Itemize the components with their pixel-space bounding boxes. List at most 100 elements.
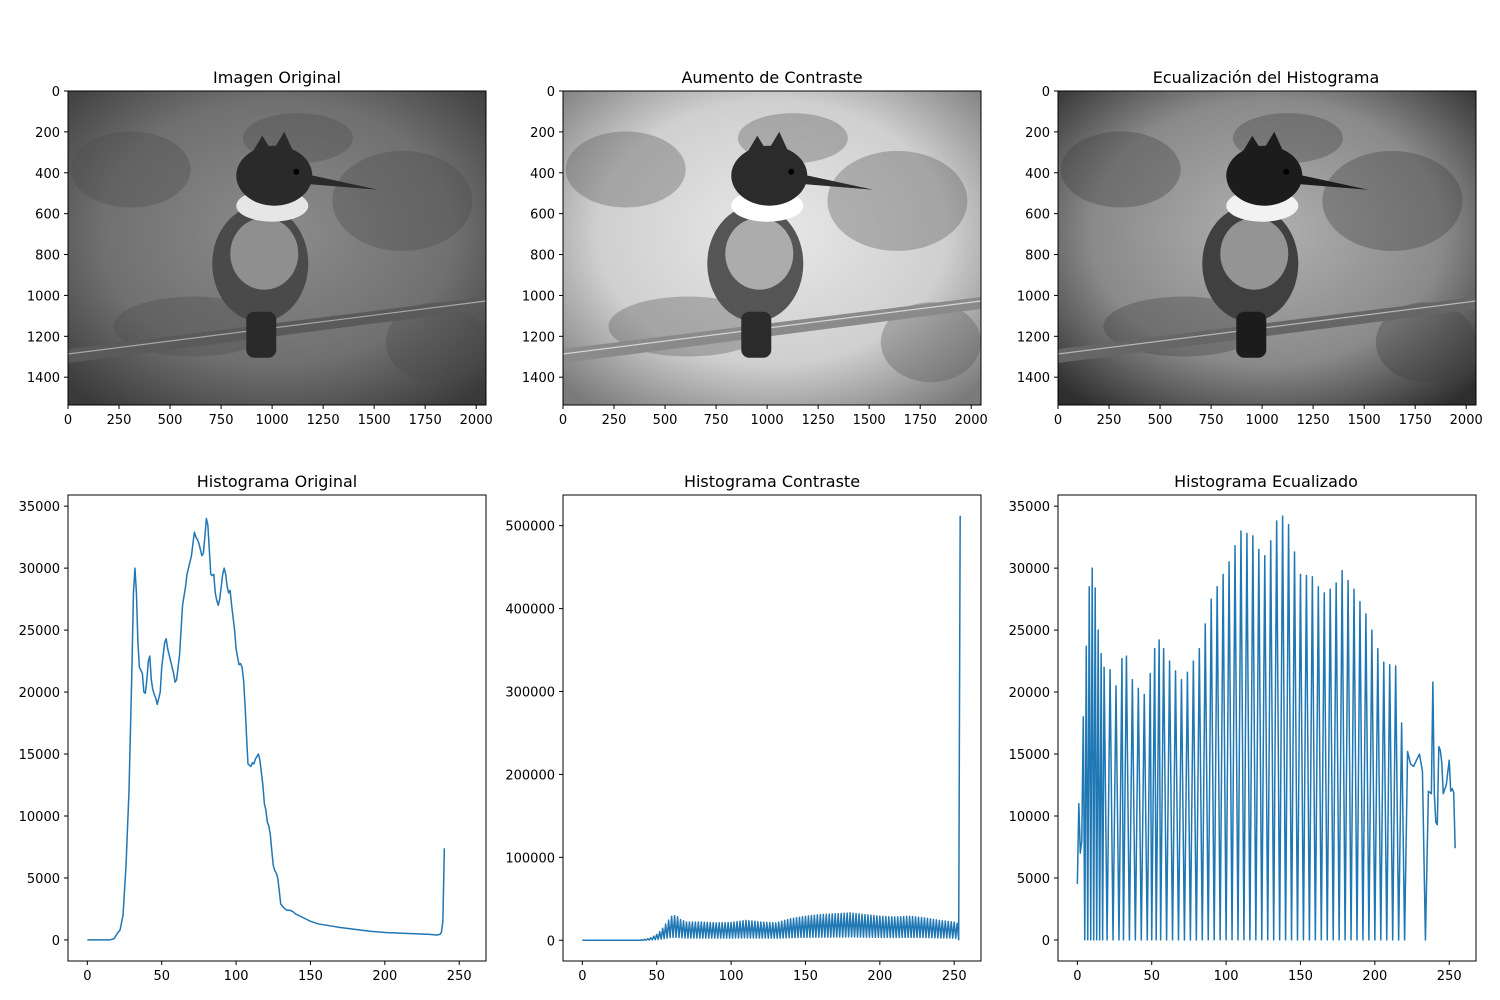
axes-frame <box>1057 90 1477 406</box>
y-tick-label: 800 <box>530 249 555 264</box>
x-tick-label: 250 <box>1097 413 1122 428</box>
background-blur <box>1060 131 1181 208</box>
y-tick-label: 600 <box>1025 208 1050 223</box>
bird-eye <box>293 168 300 175</box>
y-tick-label: 0 <box>52 934 60 949</box>
y-tick-label: 25000 <box>1009 624 1050 639</box>
x-tick-label: 1000 <box>1246 413 1279 428</box>
bird-photo <box>562 91 982 405</box>
x-tick-label: 1250 <box>1297 413 1330 428</box>
x-tick-label: 1000 <box>751 413 784 428</box>
plot-area <box>581 515 961 942</box>
background-blur <box>880 302 981 383</box>
histogram-panel-equalized: Histograma Ecualizado 0 50 100 150 200 250 0 50… <box>1009 472 1477 984</box>
y-tick-label: 5000 <box>27 872 60 887</box>
bird-tail <box>741 311 772 358</box>
axes-frame <box>67 90 487 406</box>
y-tick-label: 0 <box>547 934 555 949</box>
y-tick-label: 35000 <box>1009 500 1050 515</box>
panel-title: Imagen Original <box>213 68 341 87</box>
x-tick-label: 250 <box>602 413 627 428</box>
x-tick-label: 750 <box>209 413 234 428</box>
x-tick-label: 150 <box>1288 969 1313 984</box>
image-panel-original: Imagen Original 0 250 500 750 1000 1250 1500 17… <box>27 68 493 428</box>
bird-eye <box>788 168 795 175</box>
y-tick-label: 0 <box>1042 934 1050 949</box>
x-tick-label: 0 <box>64 413 72 428</box>
bird-beak <box>1294 173 1369 190</box>
axes-frame <box>1057 494 1477 962</box>
wire-highlight <box>562 300 982 355</box>
x-tick-label: 1750 <box>1399 413 1432 428</box>
x-tick-label: 2000 <box>955 413 988 428</box>
y-tick-label: 1200 <box>27 330 60 345</box>
wire <box>563 297 981 363</box>
y-tick-label: 1400 <box>1017 371 1050 386</box>
bird-photo <box>67 91 487 405</box>
bird-chest <box>230 217 299 290</box>
x-tick-label: 750 <box>704 413 729 428</box>
x-tick-label: 200 <box>372 969 397 984</box>
bird-chest <box>1220 217 1289 290</box>
y-tick-label: 400 <box>35 167 60 182</box>
x-tick-label: 2000 <box>1450 413 1483 428</box>
y-tick-label: 1000 <box>1017 289 1050 304</box>
x-tick-label: 200 <box>867 969 892 984</box>
y-tick-label: 600 <box>35 208 60 223</box>
bird-beak <box>799 173 874 190</box>
x-tick-label: 150 <box>793 969 818 984</box>
y-tick-label: 300000 <box>505 686 555 701</box>
axes-frame <box>67 494 487 962</box>
image-panel-contrast: Aumento de Contraste 0 250 500 750 1000 1250 1… <box>522 68 988 428</box>
y-tick-label: 200 <box>35 126 60 141</box>
x-tick-label: 1750 <box>409 413 442 428</box>
y-tick-label: 1400 <box>522 371 555 386</box>
x-tick-label: 1250 <box>802 413 835 428</box>
x-tick-label: 1500 <box>853 413 886 428</box>
x-tick-label: 1500 <box>1348 413 1381 428</box>
histogram-line <box>581 912 958 942</box>
bird-tail <box>1236 311 1267 358</box>
x-tick-label: 0 <box>559 413 567 428</box>
plot-area <box>1076 515 1456 941</box>
y-tick-label: 1200 <box>522 330 555 345</box>
y-tick-label: 200000 <box>505 768 555 783</box>
y-tick-label: 1000 <box>27 289 60 304</box>
chart-title: Histograma Original <box>197 472 358 491</box>
panel-title: Ecualización del Histograma <box>1153 68 1380 87</box>
background-blur <box>385 302 486 383</box>
x-tick-label: 100 <box>224 969 249 984</box>
y-tick-label: 35000 <box>19 500 60 515</box>
bird-head <box>1226 145 1303 206</box>
y-tick-label: 0 <box>52 85 60 100</box>
x-tick-label: 50 <box>1143 969 1160 984</box>
y-tick-label: 600 <box>530 208 555 223</box>
y-tick-label: 10000 <box>19 810 60 825</box>
background-blur <box>1375 302 1476 383</box>
bird-chest <box>725 217 794 290</box>
y-tick-label: 400 <box>1025 167 1050 182</box>
y-tick-label: 15000 <box>1009 748 1050 763</box>
x-tick-label: 50 <box>648 969 665 984</box>
x-tick-label: 500 <box>158 413 183 428</box>
y-tick-label: 0 <box>547 85 555 100</box>
x-tick-label: 250 <box>942 969 967 984</box>
wire-highlight <box>67 300 487 355</box>
bird-photo <box>1057 91 1477 405</box>
bird-crest <box>745 131 790 156</box>
bird-crest <box>1240 131 1285 156</box>
wire-highlight <box>1057 300 1477 355</box>
y-tick-label: 20000 <box>19 686 60 701</box>
y-tick-label: 30000 <box>19 562 60 577</box>
bird-head <box>731 145 808 206</box>
y-tick-label: 1400 <box>27 371 60 386</box>
x-tick-label: 0 <box>578 969 586 984</box>
x-tick-label: 1250 <box>307 413 340 428</box>
wire <box>68 297 486 363</box>
y-tick-label: 25000 <box>19 624 60 639</box>
y-tick-label: 100000 <box>505 851 555 866</box>
bird-crest <box>250 131 295 156</box>
x-tick-label: 1000 <box>256 413 289 428</box>
x-tick-label: 0 <box>83 969 91 984</box>
